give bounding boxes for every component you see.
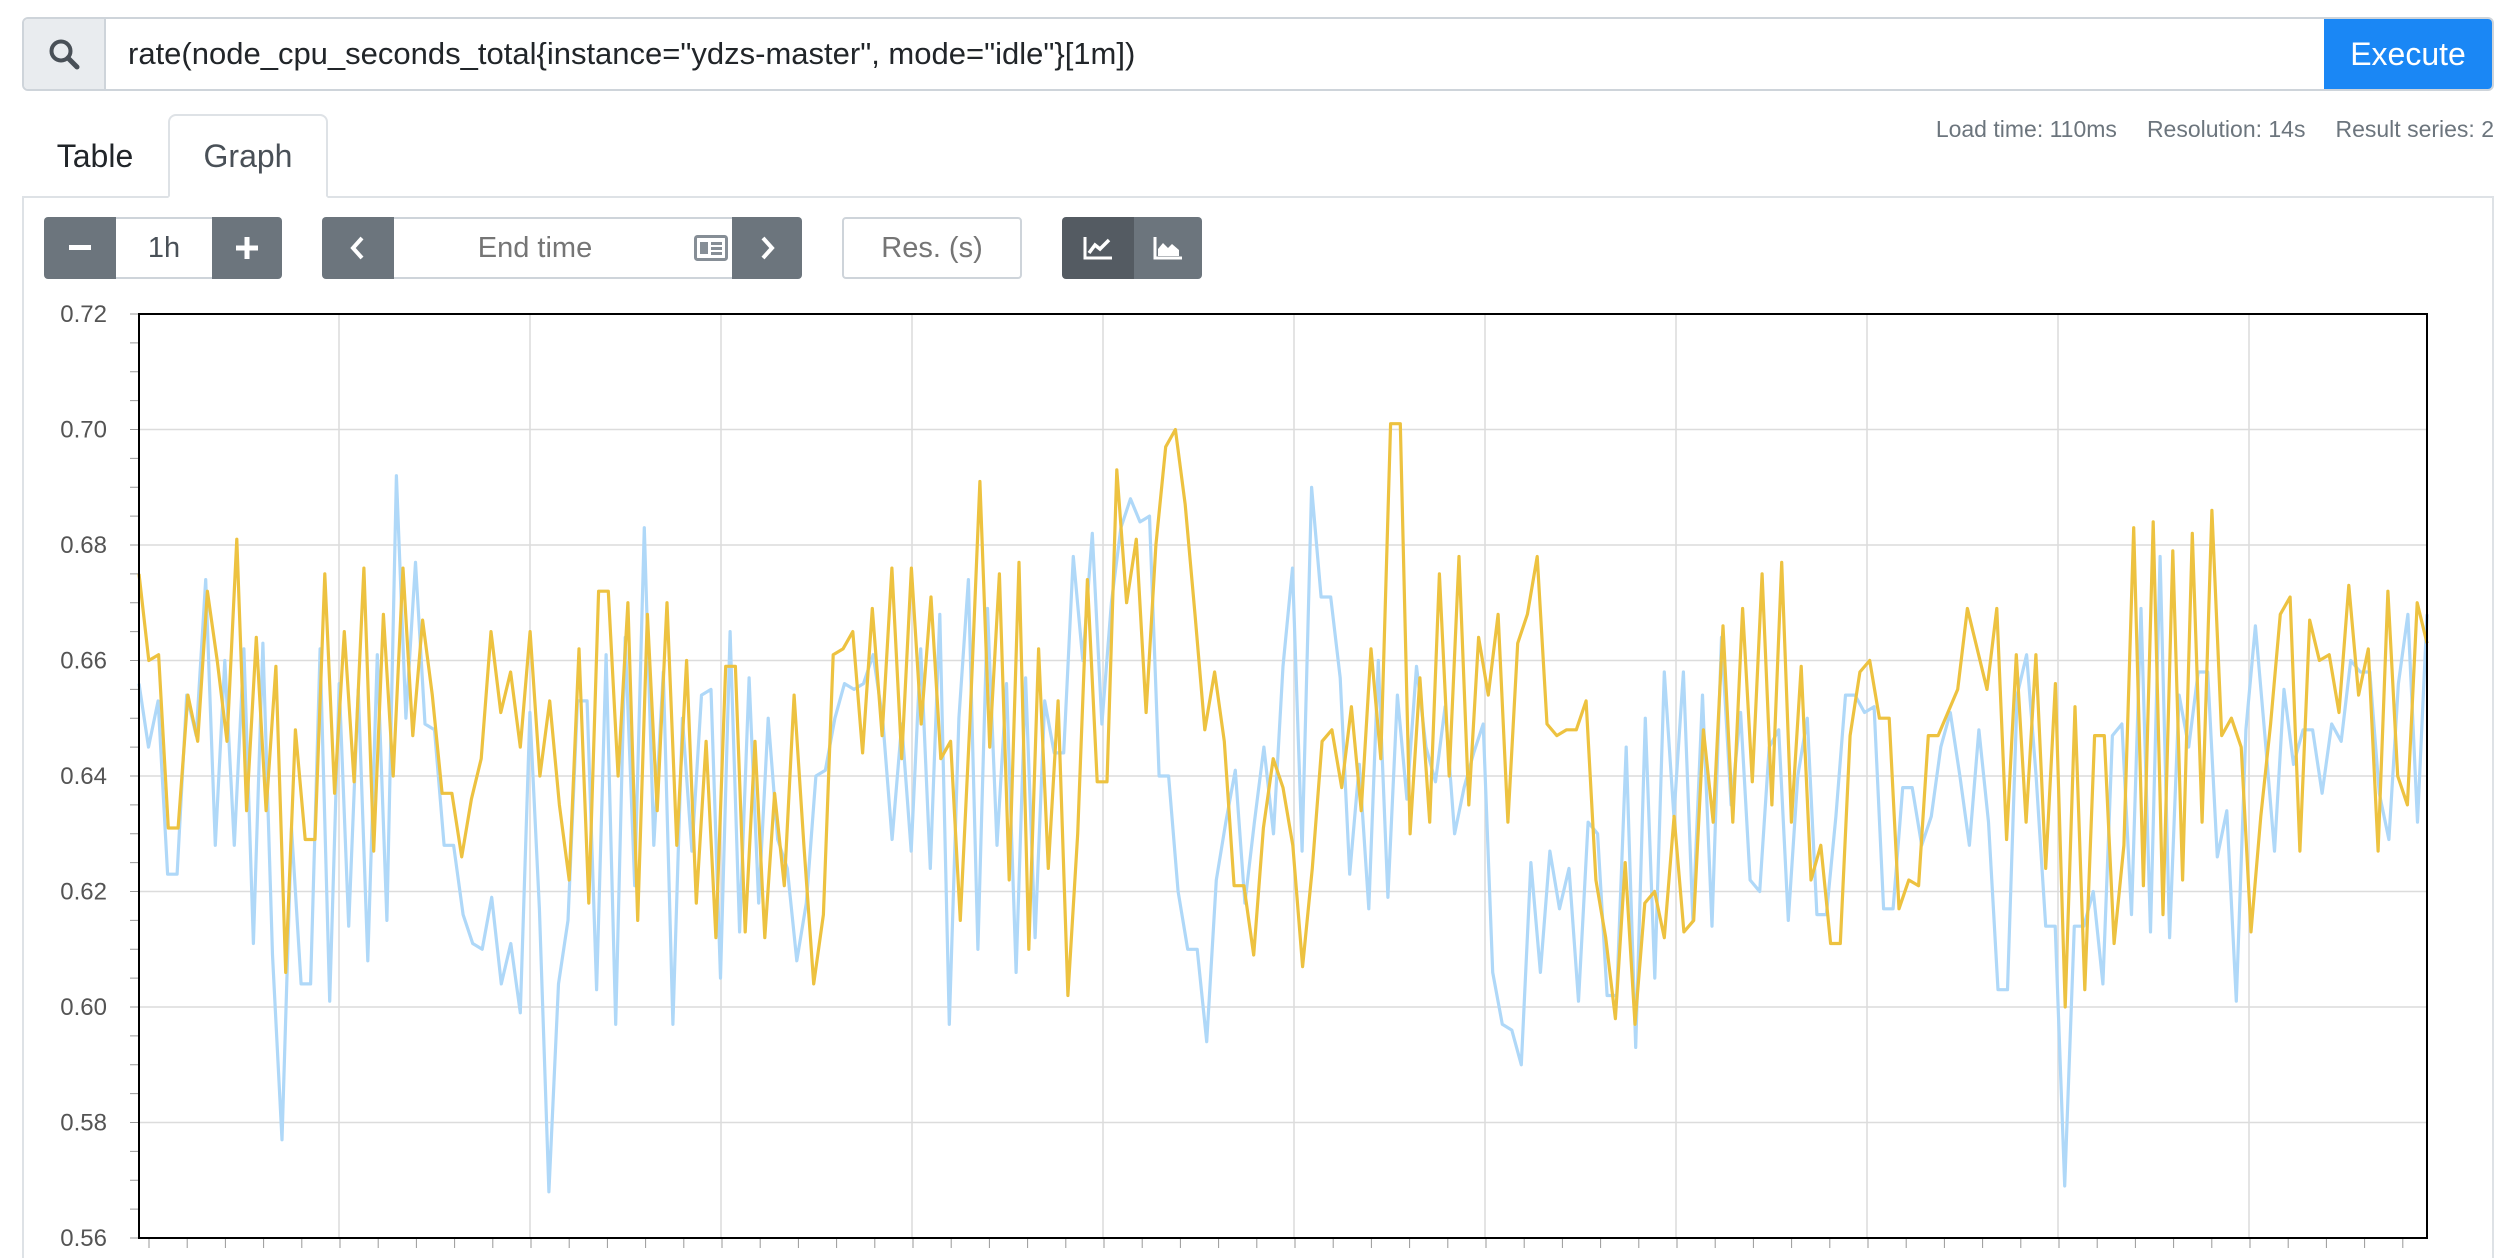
y-tick-label: 0.72	[60, 301, 107, 328]
chevron-right-icon	[761, 236, 775, 260]
y-tick-label: 0.64	[60, 763, 107, 790]
graph-panel	[22, 196, 2494, 1258]
y-tick-label: 0.58	[60, 1110, 107, 1137]
y-tick-label: 0.56	[60, 1225, 107, 1252]
y-tick-label: 0.68	[60, 532, 107, 559]
decrease-range-button[interactable]	[44, 217, 116, 279]
x-minor-ticks	[130, 313, 2404, 1248]
load-time: Load time: 110ms	[1935, 116, 2117, 142]
x-grid	[338, 314, 2250, 1238]
y-tick-label: 0.62	[60, 879, 107, 906]
y-tick-labels: 0.72 0.70 0.68 0.66 0.64 0.62 0.60 0.58 0.56	[60, 301, 107, 1252]
y-tick-label: 0.66	[60, 648, 107, 675]
y-tick-label: 0.70	[60, 417, 107, 444]
resolution: Resolution: 14s	[2146, 116, 2306, 142]
stacked-mode-button[interactable]	[1134, 217, 1202, 279]
series-line-1	[137, 422, 2429, 1026]
query-bar: Execute	[22, 17, 2494, 91]
series-lines	[137, 422, 2429, 1194]
result-series: Result series: 2	[2335, 116, 2494, 142]
query-input[interactable]	[106, 19, 2324, 89]
query-stats: Load time: 110ms Resolution: 14s Result …	[1936, 116, 2494, 143]
increase-range-button[interactable]	[212, 217, 282, 279]
area-chart-icon	[1153, 237, 1182, 260]
y-grid	[139, 313, 2427, 1239]
minus-icon	[69, 245, 91, 250]
plus-icon	[236, 237, 258, 259]
series-line-2	[137, 474, 2429, 1194]
tab-table[interactable]: Table	[56, 137, 134, 174]
tab-graph[interactable]: Graph	[168, 114, 328, 198]
end-time-input[interactable]	[394, 217, 734, 279]
line-chart-icon	[1083, 237, 1112, 260]
execute-button[interactable]: Execute	[2324, 19, 2492, 89]
graph-chart: 0.72 0.70 0.68 0.66 0.64 0.62 0.60 0.58 0.56	[60, 301, 2429, 1252]
line-mode-button[interactable]	[1062, 217, 1134, 279]
resolution-input[interactable]	[842, 217, 1022, 279]
range-input[interactable]	[116, 217, 212, 279]
plot-frame	[138, 313, 2428, 1239]
y-tick-label: 0.60	[60, 994, 107, 1021]
prev-time-button[interactable]	[322, 217, 394, 279]
search-addon	[24, 19, 106, 89]
chevron-left-icon	[350, 236, 364, 260]
next-time-button[interactable]	[732, 217, 802, 279]
search-icon	[49, 39, 80, 70]
calendar-icon[interactable]	[694, 235, 728, 261]
